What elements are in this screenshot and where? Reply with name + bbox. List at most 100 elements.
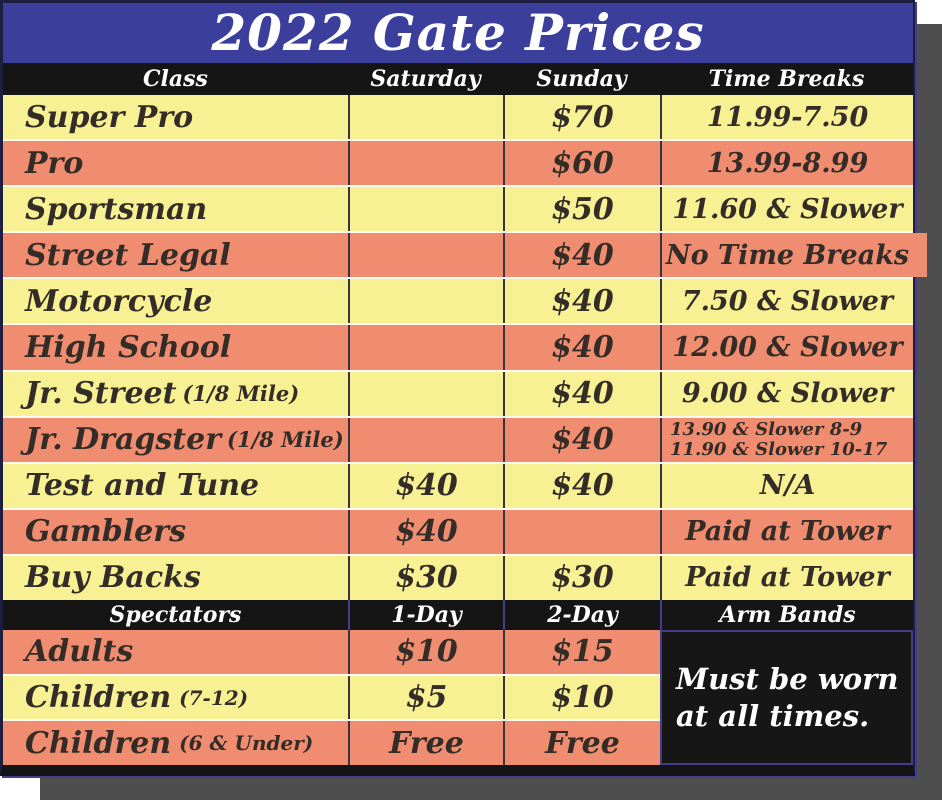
class-label: Gamblers bbox=[25, 514, 186, 550]
class-label: Test and Tune bbox=[25, 468, 260, 504]
spectator-table-header: Spectators 1-Day 2-Day Arm Bands bbox=[3, 600, 913, 630]
class-cell: Street Legal bbox=[3, 233, 348, 277]
class-cell: Test and Tune bbox=[3, 464, 348, 508]
table-row-adults: Adults $10 $15 bbox=[3, 630, 660, 674]
spectator-label: Children bbox=[25, 680, 172, 715]
time-breaks-cell: 11.60 & Slower bbox=[660, 187, 913, 232]
sunday-cell: $40 bbox=[503, 417, 660, 462]
saturday-cell bbox=[348, 417, 503, 462]
table-row-jr-street: Jr. Street (1/8 Mile) $40 9.00 & Slower bbox=[3, 369, 913, 416]
table-row-sportsman: Sportsman $50 11.60 & Slower bbox=[3, 185, 913, 232]
class-label: Sportsman bbox=[25, 191, 208, 227]
saturday-cell bbox=[348, 187, 503, 232]
class-table-body: Super Pro $70 11.99-7.50 Pro $60 13.99-8… bbox=[3, 95, 927, 601]
saturday-cell bbox=[348, 95, 503, 140]
class-label: High School bbox=[25, 330, 232, 366]
one-day-cell: Free bbox=[348, 721, 503, 766]
class-note: (1/8 Mile) bbox=[182, 381, 300, 407]
saturday-cell bbox=[348, 371, 503, 416]
class-label: Jr. Street bbox=[25, 376, 177, 412]
header-arm-bands: Arm Bands bbox=[660, 600, 913, 630]
spectator-note: (7-12) bbox=[179, 685, 249, 710]
saturday-cell bbox=[348, 233, 503, 278]
table-row-children-7-12: Children (7-12) $5 $10 bbox=[3, 673, 660, 720]
spectator-cell: Children (7-12) bbox=[3, 676, 348, 720]
sunday-cell: $70 bbox=[503, 95, 660, 140]
class-cell: Motorcycle bbox=[3, 279, 348, 323]
class-label: Super Pro bbox=[25, 99, 194, 135]
header-class: Class bbox=[143, 66, 208, 92]
header-2-day: 2-Day bbox=[503, 600, 660, 630]
two-day-cell: $10 bbox=[503, 675, 660, 720]
class-cell: Gamblers bbox=[3, 510, 348, 554]
sunday-cell: $50 bbox=[503, 187, 660, 232]
time-breaks-line2: 11.90 & Slower 10-17 bbox=[670, 438, 888, 460]
sunday-cell: $40 bbox=[503, 371, 660, 416]
saturday-cell: $40 bbox=[348, 509, 503, 554]
table-row-super-pro: Super Pro $70 11.99-7.50 bbox=[3, 95, 913, 140]
one-day-cell: $10 bbox=[348, 630, 503, 674]
class-label: Pro bbox=[25, 145, 84, 181]
class-cell: Jr. Dragster (1/8 Mile) bbox=[3, 418, 348, 462]
header-saturday: Saturday bbox=[370, 66, 481, 92]
table-row-motorcycle: Motorcycle $40 7.50 & Slower bbox=[3, 277, 913, 324]
saturday-cell: $40 bbox=[348, 463, 503, 508]
sunday-cell: $40 bbox=[503, 233, 660, 278]
sunday-cell: $60 bbox=[503, 141, 660, 186]
sunday-cell: $40 bbox=[503, 279, 660, 324]
arm-bands-note-box: Must be worn at all times. bbox=[660, 630, 913, 765]
class-cell: Sportsman bbox=[3, 187, 348, 231]
spectator-rows: Adults $10 $15 Children (7-12) $5 $10 Chi… bbox=[3, 630, 660, 766]
time-breaks-cell: 13.90 & Slower 8-9 11.90 & Slower 10-17 bbox=[660, 417, 913, 462]
time-breaks-cell: No Time Breaks bbox=[660, 233, 927, 278]
class-cell: Pro bbox=[3, 141, 348, 185]
sunday-cell: $40 bbox=[503, 325, 660, 370]
one-day-cell: $5 bbox=[348, 675, 503, 720]
title-band: 2022 Gate Prices bbox=[3, 3, 913, 63]
sunday-cell: $40 bbox=[503, 463, 660, 508]
two-day-cell: $15 bbox=[503, 630, 660, 674]
class-table-header: Class Saturday Sunday Time Breaks bbox=[3, 63, 913, 95]
saturday-cell bbox=[348, 141, 503, 186]
spectator-label: Children bbox=[25, 725, 172, 761]
class-cell: High School bbox=[3, 325, 348, 369]
spectator-table-body: Adults $10 $15 Children (7-12) $5 $10 Chi… bbox=[3, 630, 913, 766]
table-row-children-6-under: Children (6 & Under) Free Free bbox=[3, 719, 660, 766]
two-day-cell: Free bbox=[503, 721, 660, 766]
arm-bands-note-line2: at all times. bbox=[676, 698, 870, 733]
time-breaks-cell: 12.00 & Slower bbox=[660, 325, 913, 370]
header-1-day: 1-Day bbox=[348, 600, 503, 630]
class-cell: Buy Backs bbox=[3, 556, 348, 600]
table-row-street-legal: Street Legal $40 No Time Breaks bbox=[3, 231, 927, 278]
saturday-cell bbox=[348, 325, 503, 370]
spectator-label: Adults bbox=[25, 634, 134, 670]
saturday-cell bbox=[348, 279, 503, 324]
time-breaks-cell: 11.99-7.50 bbox=[660, 95, 913, 140]
arm-bands-note-line1: Must be worn bbox=[676, 662, 899, 697]
table-row-buy-backs: Buy Backs $30 $30 Paid at Tower bbox=[3, 553, 913, 601]
header-time-breaks: Time Breaks bbox=[708, 66, 865, 92]
class-label: Street Legal bbox=[25, 237, 231, 273]
class-note: (1/8 Mile) bbox=[227, 427, 344, 453]
gate-prices-board: 2022 Gate Prices Class Saturday Sunday T… bbox=[0, 0, 927, 776]
table-row-high-school: High School $40 12.00 & Slower bbox=[3, 323, 913, 370]
header-spectators: Spectators bbox=[109, 602, 242, 628]
saturday-cell: $30 bbox=[348, 555, 503, 601]
time-breaks-cell: 9.00 & Slower bbox=[660, 371, 913, 416]
table-row-pro: Pro $60 13.99-8.99 bbox=[3, 139, 913, 186]
spectator-cell: Adults bbox=[3, 630, 348, 674]
table-row-gamblers: Gamblers $40 Paid at Tower bbox=[3, 507, 913, 554]
sunday-cell bbox=[503, 509, 660, 554]
class-label: Motorcycle bbox=[25, 283, 213, 319]
header-sunday: Sunday bbox=[536, 66, 627, 92]
spectator-note: (6 & Under) bbox=[179, 731, 314, 756]
class-label: Buy Backs bbox=[25, 560, 201, 596]
sunday-cell: $30 bbox=[503, 555, 660, 601]
spectator-cell: Children (6 & Under) bbox=[3, 721, 348, 765]
time-breaks-cell: 7.50 & Slower bbox=[660, 279, 913, 324]
table-row-test-and-tune: Test and Tune $40 $40 N/A bbox=[3, 461, 913, 508]
class-cell: Jr. Street (1/8 Mile) bbox=[3, 372, 348, 416]
time-breaks-cell: Paid at Tower bbox=[660, 555, 913, 601]
time-breaks-line1: 13.90 & Slower 8-9 bbox=[670, 418, 863, 440]
